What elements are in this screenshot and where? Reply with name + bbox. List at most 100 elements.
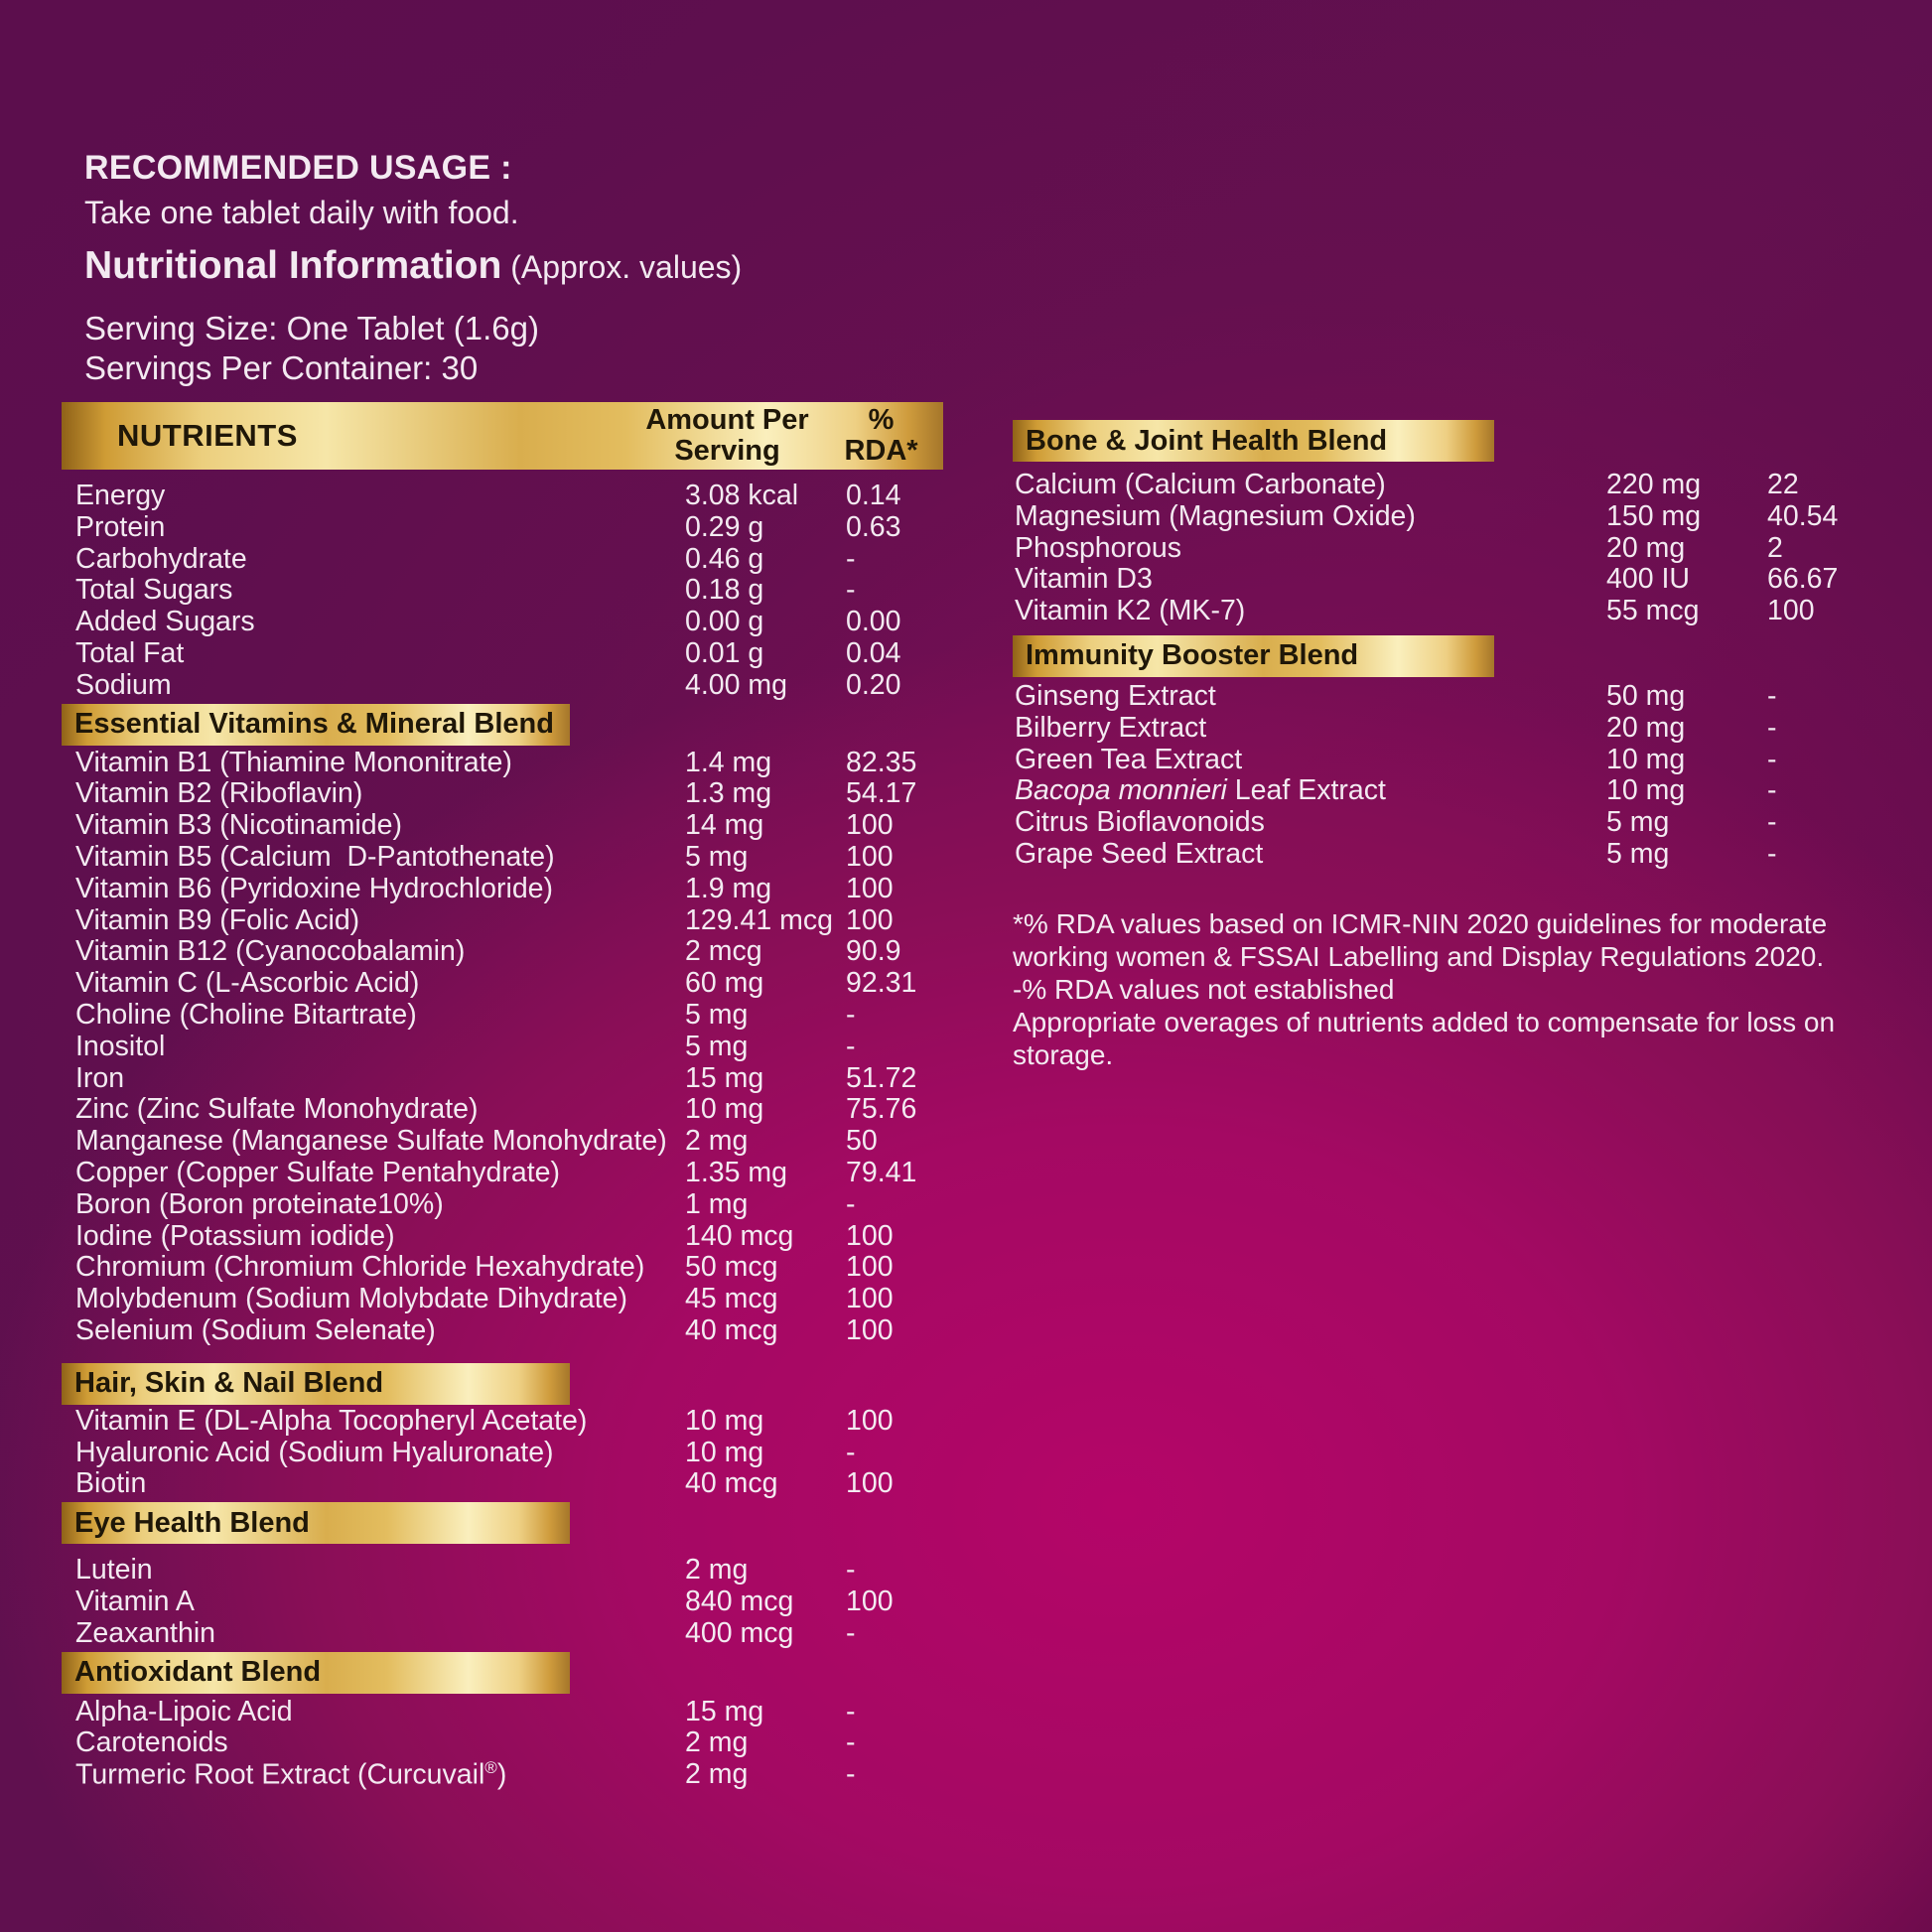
nutritional-information-heading: Nutritional Information (Approx. values)	[84, 244, 742, 288]
nutrient-rda: 66.67	[1767, 563, 1839, 596]
nutrient-rda: 100	[1767, 595, 1815, 627]
nutrient-rda: -	[846, 1436, 856, 1468]
nutrient-name: Vitamin A	[75, 1585, 195, 1617]
nutrient-name: Energy	[75, 480, 166, 511]
nutrient-rows: Vitamin E (DL-Alpha Tocopheryl Acetate) …	[62, 1404, 943, 1500]
nutrient-amount: 140 mcg	[685, 1219, 794, 1252]
nutrient-rda: 0.14	[846, 480, 901, 511]
table-row: Zinc (Zinc Sulfate Monohydrate) 10 mg 75…	[62, 1093, 943, 1125]
blends-panel-body: Bone & Joint Health Blend Calcium (Calci…	[1013, 420, 1906, 1071]
nutrient-name: Protein	[75, 510, 166, 543]
nutrient-name: Molybdenum (Sodium Molybdate Dihydrate)	[75, 1283, 628, 1315]
nutrient-name: Chromium (Chromium Chloride Hexahydrate)	[75, 1251, 645, 1284]
nutrient-name: Vitamin B2 (Riboflavin)	[75, 777, 363, 810]
table-row: Selenium (Sodium Selenate) 40 mcg 100	[62, 1314, 943, 1346]
nutrient-rda: -	[846, 1030, 856, 1062]
blend-title: Antioxidant Blend	[74, 1656, 322, 1688]
nutrient-rda: 100	[846, 840, 894, 873]
nutrient-name: Lutein	[75, 1554, 153, 1587]
blend-title: Bone & Joint Health Blend	[1026, 424, 1388, 457]
nutrient-name: Manganese (Manganese Sulfate Monohydrate…	[75, 1125, 667, 1158]
nutrient-rda: 100	[846, 1283, 894, 1315]
table-row: Lutein 2 mg -	[62, 1554, 943, 1586]
nutrients-table: NUTRIENTS Amount Per Serving % RDA* Energy…	[62, 402, 943, 1791]
nutrient-name: Added Sugars	[75, 606, 255, 638]
table-row: Vitamin B1 (Thiamine Mononitrate) 1.4 mg…	[62, 747, 943, 778]
nutrient-rda: -	[846, 1616, 856, 1649]
nutrient-rda: 100	[846, 1219, 894, 1252]
nutrient-rda: -	[1767, 679, 1777, 712]
footnote-line: -% RDA values not established	[1013, 973, 1395, 1005]
nutrient-amount: 5 mg	[685, 998, 749, 1031]
nutrient-amount: 45 mcg	[685, 1283, 778, 1315]
table-header: NUTRIENTS Amount Per Serving % RDA*	[62, 402, 943, 470]
nutrient-rows: Ginseng Extract 50 mg - Bilberry Extract…	[1013, 680, 1906, 870]
nutrient-amount: 10 mg	[685, 1093, 764, 1126]
nutrient-name: Vitamin B1 (Thiamine Mononitrate)	[75, 746, 512, 778]
nutrient-name: Vitamin E (DL-Alpha Tocopheryl Acetate)	[75, 1404, 588, 1437]
column-header-nutrients: NUTRIENTS	[117, 418, 298, 453]
table-row: Boron (Boron proteinate10%) 1 mg -	[62, 1188, 943, 1220]
table-row: Vitamin B12 (Cyanocobalamin) 2 mcg 90.9	[62, 935, 943, 967]
table-row: Calcium (Calcium Carbonate) 220 mg 22	[1013, 469, 1906, 500]
nutrient-rda: -	[846, 1695, 856, 1727]
nutrient-name: Vitamin K2 (MK-7)	[1015, 595, 1246, 627]
table-row: Vitamin B5 (Calcium D-Pantothenate) 5 mg…	[62, 841, 943, 873]
nutrient-amount: 2 mg	[685, 1554, 749, 1587]
table-row: Zeaxanthin 400 mcg -	[62, 1617, 943, 1649]
nutrient-amount: 20 mg	[1606, 531, 1686, 564]
nutrient-amount: 2 mcg	[685, 935, 762, 968]
table-row: Vitamin B9 (Folic Acid) 129.41 mcg 100	[62, 904, 943, 936]
table-row: Turmeric Root Extract (Curcuvail®) 2 mg …	[62, 1758, 943, 1791]
nutrient-rows: Energy 3.08 kcal 0.14 Protein 0.29 g 0.6…	[62, 480, 943, 701]
nutrient-name: Iodine (Potassium iodide)	[75, 1219, 395, 1252]
table-row: Vitamin D3 400 IU 66.67	[1013, 563, 1906, 595]
nutrient-rda: 100	[846, 1404, 894, 1437]
nutrient-rda: -	[1767, 806, 1777, 839]
nutrient-rda: 100	[846, 872, 894, 904]
nutrient-name: Total Sugars	[75, 574, 233, 607]
nutrient-name: Magnesium (Magnesium Oxide)	[1015, 499, 1416, 532]
nutrient-rda: 100	[846, 1251, 894, 1284]
nutrient-rda: 92.31	[846, 967, 917, 1000]
nutrient-rda: -	[1767, 743, 1777, 775]
nutrient-amount: 40 mcg	[685, 1313, 778, 1346]
nutrient-name: Iron	[75, 1061, 125, 1094]
nutrient-rda: -	[1767, 711, 1777, 744]
nutrient-name: Green Tea Extract	[1015, 743, 1243, 775]
nutrient-name: Ginseng Extract	[1015, 679, 1216, 712]
table-row: Carotenoids 2 mg -	[62, 1726, 943, 1758]
nutrient-rda: 50	[846, 1125, 878, 1158]
nutrient-rows: Alpha-Lipoic Acid 15 mg - Carotenoids 2 …	[62, 1695, 943, 1791]
footnote-line: *% RDA values based on ICMR-NIN 2020 gui…	[1013, 907, 1828, 939]
nutrient-rda: -	[846, 542, 856, 575]
nutrient-name: Vitamin D3	[1015, 563, 1153, 596]
nutrient-name: Vitamin C (L-Ascorbic Acid)	[75, 967, 420, 1000]
nutrient-amount: 20 mg	[1606, 711, 1686, 744]
nutrient-name: Total Fat	[75, 636, 185, 669]
nutrient-amount: 5 mg	[685, 840, 749, 873]
nutrient-name: Citrus Bioflavonoids	[1015, 806, 1265, 839]
nutrient-name: Zinc (Zinc Sulfate Monohydrate)	[75, 1093, 479, 1126]
nutrient-amount: 2 mg	[685, 1125, 749, 1158]
nutrient-name: Boron (Boron proteinate10%)	[75, 1187, 444, 1220]
nutrient-amount: 220 mg	[1606, 469, 1702, 500]
nutrient-rda: 100	[846, 1585, 894, 1617]
table-row: Sodium 4.00 mg 0.20	[62, 669, 943, 701]
nutrient-name: Hyaluronic Acid (Sodium Hyaluronate)	[75, 1436, 554, 1468]
nutrient-name: Bilberry Extract	[1015, 711, 1207, 744]
table-row: Protein 0.29 g 0.63	[62, 511, 943, 543]
blend-section-header: Eye Health Blend	[62, 1502, 570, 1545]
nutrient-rda: 0.20	[846, 668, 901, 701]
nutrient-rda: 54.17	[846, 777, 917, 810]
table-row: Green Tea Extract 10 mg -	[1013, 744, 1906, 775]
nutrient-amount: 5 mg	[1606, 837, 1670, 870]
nutrient-amount: 14 mg	[685, 809, 764, 842]
nutrient-rda: 75.76	[846, 1093, 917, 1126]
nutrient-rda: 40.54	[1767, 499, 1839, 532]
table-row: Magnesium (Magnesium Oxide) 150 mg 40.54	[1013, 500, 1906, 532]
nutrient-amount: 40 mcg	[685, 1467, 778, 1500]
nutrient-name: Grape Seed Extract	[1015, 837, 1264, 870]
nutrient-amount: 60 mg	[685, 967, 764, 1000]
blend-section-header: Bone & Joint Health Blend	[1013, 420, 1494, 462]
